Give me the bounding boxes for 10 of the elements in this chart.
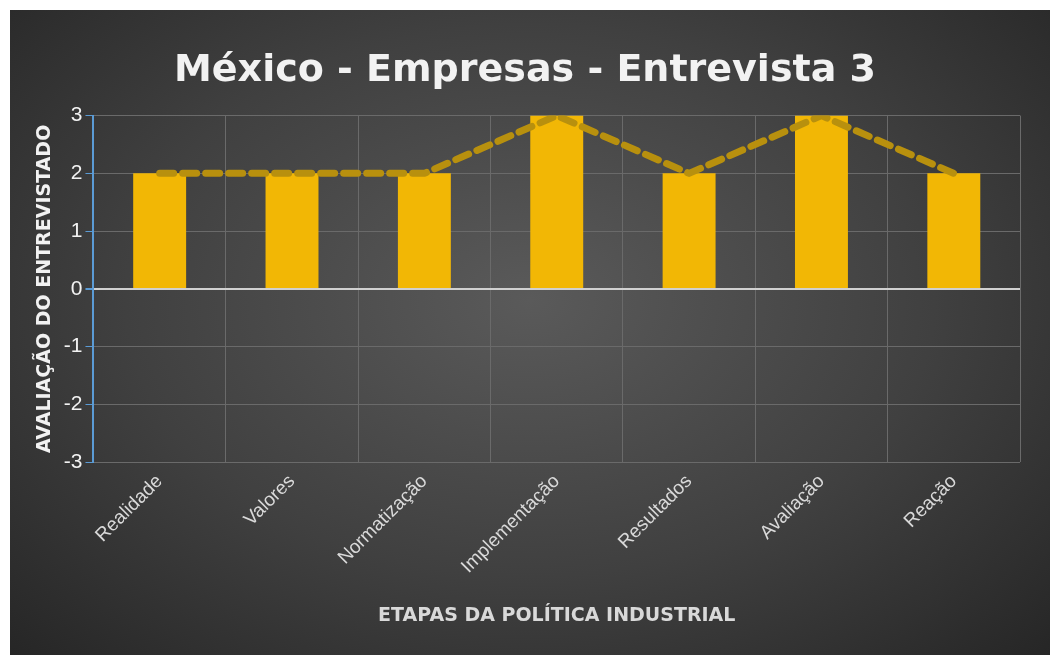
y-axis-title: AVALIAÇÃO DO ENTREVISTADO (31, 124, 55, 454)
chart-title: México - Empresas - Entrevista 3 (174, 45, 876, 90)
y-tick-label: 1 (70, 217, 83, 241)
y-tick-label: -1 (63, 333, 83, 357)
x-axis-title: ETAPAS DA POLÍTICA INDUSTRIAL (378, 602, 736, 625)
y-tick-label: -3 (63, 449, 83, 473)
y-tick-label: 0 (70, 275, 83, 299)
y-tick-label: 3 (70, 102, 83, 126)
y-tick-label: -2 (63, 391, 83, 415)
y-tick-label: 2 (70, 160, 83, 184)
